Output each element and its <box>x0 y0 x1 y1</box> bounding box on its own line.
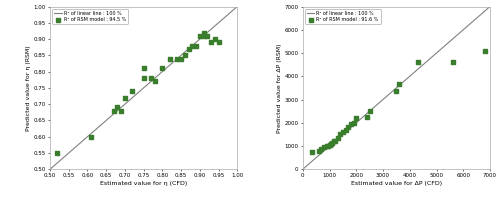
R² of RSM model : 94.5 %: (0.89, 0.88): 94.5 %: (0.89, 0.88) <box>192 44 200 47</box>
R² of RSM model : 94.5 %: (0.75, 0.78): 94.5 %: (0.75, 0.78) <box>140 76 147 80</box>
R² of RSM model : 91.6 %: (700, 850): 91.6 %: (700, 850) <box>318 148 326 151</box>
R² of RSM model : 91.6 %: (1.2e+03, 1.2e+03): 91.6 %: (1.2e+03, 1.2e+03) <box>331 140 339 143</box>
R² of RSM model : 94.5 %: (0.93, 0.89): 94.5 %: (0.93, 0.89) <box>207 41 215 44</box>
R² of RSM model : 91.6 %: (1.05e+03, 1.1e+03): 91.6 %: (1.05e+03, 1.1e+03) <box>327 142 335 145</box>
R² of RSM model : 94.5 %: (0.91, 0.91): 94.5 %: (0.91, 0.91) <box>200 34 207 38</box>
R² of RSM model : 94.5 %: (0.84, 0.84): 94.5 %: (0.84, 0.84) <box>174 57 182 60</box>
R² of RSM model : 91.6 %: (350, 750): 91.6 %: (350, 750) <box>308 150 316 154</box>
Y-axis label: Predicted value for η (RSM): Predicted value for η (RSM) <box>26 45 31 131</box>
R² of RSM model : 94.5 %: (0.67, 0.68): 94.5 %: (0.67, 0.68) <box>110 109 118 112</box>
Y-axis label: Predicted value for ΔP (RSM): Predicted value for ΔP (RSM) <box>277 43 282 133</box>
R² of RSM model : 91.6 %: (2e+03, 2.2e+03): 91.6 %: (2e+03, 2.2e+03) <box>352 116 360 120</box>
R² of RSM model : 91.6 %: (1.3e+03, 1.35e+03): 91.6 %: (1.3e+03, 1.35e+03) <box>334 136 342 140</box>
R² of RSM model : 94.5 %: (0.86, 0.85): 94.5 %: (0.86, 0.85) <box>181 54 189 57</box>
R² of RSM model : 94.5 %: (0.68, 0.69): 94.5 %: (0.68, 0.69) <box>114 106 122 109</box>
R² of RSM model : 94.5 %: (0.52, 0.55): 94.5 %: (0.52, 0.55) <box>54 151 62 155</box>
R² of RSM model : 94.5 %: (0.92, 0.91): 94.5 %: (0.92, 0.91) <box>204 34 212 38</box>
R² of RSM model : 91.6 %: (4.3e+03, 4.6e+03): 91.6 %: (4.3e+03, 4.6e+03) <box>414 61 422 64</box>
R² of RSM model : 94.5 %: (0.94, 0.9): 94.5 %: (0.94, 0.9) <box>211 37 219 41</box>
R² of RSM model : 94.5 %: (0.61, 0.6): 94.5 %: (0.61, 0.6) <box>87 135 95 138</box>
R² of RSM model : 94.5 %: (0.95, 0.89): 94.5 %: (0.95, 0.89) <box>214 41 222 44</box>
R² of RSM model : 91.6 %: (1.9e+03, 2e+03): 91.6 %: (1.9e+03, 2e+03) <box>350 121 358 125</box>
R² of RSM model : 94.5 %: (0.8, 0.81): 94.5 %: (0.8, 0.81) <box>158 67 166 70</box>
R² of RSM model : 91.6 %: (900, 980): 91.6 %: (900, 980) <box>323 145 331 148</box>
R² of RSM model : 91.6 %: (600, 800): 91.6 %: (600, 800) <box>315 149 323 152</box>
R² of RSM model : 91.6 %: (1.6e+03, 1.7e+03): 91.6 %: (1.6e+03, 1.7e+03) <box>342 128 349 132</box>
R² of RSM model : 91.6 %: (6.8e+03, 5.1e+03): 91.6 %: (6.8e+03, 5.1e+03) <box>480 49 488 53</box>
Legend: R² of linear line : 100 %, R² of RSM model : 94.5 %: R² of linear line : 100 %, R² of RSM mod… <box>52 9 128 24</box>
R² of RSM model : 91.6 %: (1.1e+03, 1.15e+03): 91.6 %: (1.1e+03, 1.15e+03) <box>328 141 336 144</box>
R² of RSM model : 91.6 %: (2.4e+03, 2.25e+03): 91.6 %: (2.4e+03, 2.25e+03) <box>363 115 371 119</box>
R² of RSM model : 94.5 %: (0.69, 0.68): 94.5 %: (0.69, 0.68) <box>117 109 125 112</box>
R² of RSM model : 94.5 %: (0.88, 0.88): 94.5 %: (0.88, 0.88) <box>188 44 196 47</box>
R² of RSM model : 94.5 %: (0.82, 0.84): 94.5 %: (0.82, 0.84) <box>166 57 174 60</box>
R² of RSM model : 91.6 %: (800, 950): 91.6 %: (800, 950) <box>320 145 328 149</box>
R² of RSM model : 91.6 %: (5.6e+03, 4.6e+03): 91.6 %: (5.6e+03, 4.6e+03) <box>448 61 456 64</box>
X-axis label: Estimated value for ΔP (CFD): Estimated value for ΔP (CFD) <box>351 181 442 186</box>
R² of RSM model : 91.6 %: (950, 1e+03): 91.6 %: (950, 1e+03) <box>324 144 332 148</box>
R² of RSM model : 91.6 %: (1.4e+03, 1.5e+03): 91.6 %: (1.4e+03, 1.5e+03) <box>336 133 344 136</box>
R² of RSM model : 91.6 %: (3.6e+03, 3.65e+03): 91.6 %: (3.6e+03, 3.65e+03) <box>395 83 403 86</box>
R² of RSM model : 91.6 %: (1.7e+03, 1.8e+03): 91.6 %: (1.7e+03, 1.8e+03) <box>344 126 352 129</box>
R² of RSM model : 94.5 %: (0.78, 0.77): 94.5 %: (0.78, 0.77) <box>151 80 159 83</box>
R² of RSM model : 94.5 %: (0.87, 0.87): 94.5 %: (0.87, 0.87) <box>184 47 192 51</box>
X-axis label: Estimated value for η (CFD): Estimated value for η (CFD) <box>100 181 187 186</box>
R² of RSM model : 91.6 %: (1e+03, 1.05e+03): 91.6 %: (1e+03, 1.05e+03) <box>326 143 334 147</box>
R² of RSM model : 94.5 %: (0.9, 0.91): 94.5 %: (0.9, 0.91) <box>196 34 204 38</box>
R² of RSM model : 91.6 %: (1.5e+03, 1.6e+03): 91.6 %: (1.5e+03, 1.6e+03) <box>339 130 347 134</box>
R² of RSM model : 94.5 %: (0.85, 0.84): 94.5 %: (0.85, 0.84) <box>177 57 185 60</box>
R² of RSM model : 91.6 %: (1.15e+03, 1.2e+03): 91.6 %: (1.15e+03, 1.2e+03) <box>330 140 338 143</box>
R² of RSM model : 91.6 %: (3.5e+03, 3.35e+03): 91.6 %: (3.5e+03, 3.35e+03) <box>392 90 400 93</box>
Legend: R² of linear line : 100 %, R² of RSM model : 91.6 %: R² of linear line : 100 %, R² of RSM mod… <box>305 9 380 24</box>
R² of RSM model : 91.6 %: (2.5e+03, 2.5e+03): 91.6 %: (2.5e+03, 2.5e+03) <box>366 109 374 113</box>
R² of RSM model : 94.5 %: (0.72, 0.74): 94.5 %: (0.72, 0.74) <box>128 89 136 93</box>
R² of RSM model : 94.5 %: (0.91, 0.92): 94.5 %: (0.91, 0.92) <box>200 31 207 34</box>
R² of RSM model : 94.5 %: (0.75, 0.81): 94.5 %: (0.75, 0.81) <box>140 67 147 70</box>
R² of RSM model : 94.5 %: (0.77, 0.78): 94.5 %: (0.77, 0.78) <box>147 76 155 80</box>
R² of RSM model : 94.5 %: (0.7, 0.72): 94.5 %: (0.7, 0.72) <box>121 96 129 99</box>
R² of RSM model : 91.6 %: (1.8e+03, 1.95e+03): 91.6 %: (1.8e+03, 1.95e+03) <box>347 122 355 126</box>
